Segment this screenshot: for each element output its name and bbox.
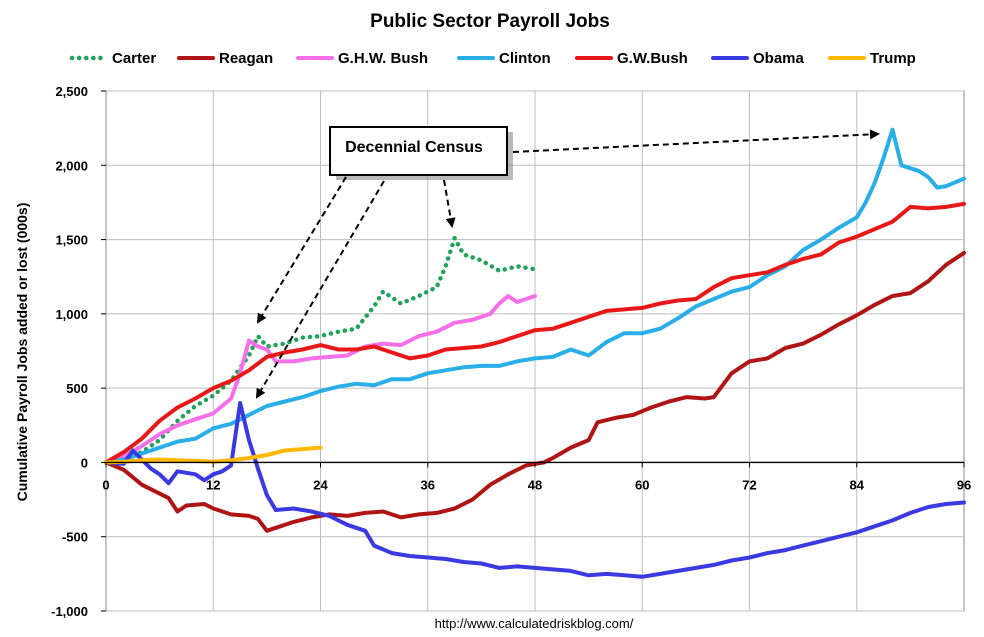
y-axis-label: Cumulative Payroll Jobs added or lost (0…: [14, 203, 30, 502]
x-tick-label: 96: [957, 477, 971, 492]
x-tick-label: 72: [742, 477, 756, 492]
legend-item-reagan: Reagan: [177, 50, 273, 67]
x-axis-ticks: 0 12 24 36 48 60 72 84 96: [102, 462, 971, 492]
census-annotation: Decennial Census: [255, 126, 880, 399]
chart-title: Public Sector Payroll Jobs: [370, 11, 610, 32]
legend-item-g-w-bush: G.W.Bush: [575, 50, 688, 67]
legend-item-g-h-w-bush: G.H.W. Bush: [296, 50, 428, 67]
series-lines: [103, 127, 966, 579]
legend-item-clinton: Clinton: [457, 50, 551, 67]
series-line-clinton: [104, 127, 966, 465]
y-tick-label: -500: [62, 530, 88, 545]
y-tick-label: 1,500: [55, 233, 88, 248]
annotation-arrow-carter: [443, 179, 456, 228]
series-line-g-h-w-bush: [104, 294, 537, 465]
x-tick-label: 12: [206, 477, 220, 492]
x-tick-label: 48: [528, 477, 542, 492]
x-tick-label: 84: [850, 477, 865, 492]
annotation-arrow-ghw-bush: [256, 176, 347, 324]
y-tick-label: 500: [66, 381, 88, 396]
y-tick-label: 0: [81, 455, 88, 470]
annotation-box: [329, 126, 508, 176]
annotation-text: Decennial Census: [345, 139, 483, 156]
series-line-carter: [103, 235, 538, 465]
legend-label-g-w-bush: G.W.Bush: [617, 50, 688, 67]
plot-area: [103, 90, 966, 612]
y-tick-label: 2,000: [55, 158, 88, 173]
y-axis-ticks: -1,000 -500 0 500 1,000 1,500 2,000 2,500: [51, 84, 106, 619]
x-tick-label: 24: [313, 477, 328, 492]
legend-label-trump: Trump: [870, 50, 916, 67]
source-url: http://www.calculatedriskblog.com/: [435, 616, 634, 631]
series-line-reagan: [104, 250, 966, 533]
y-tick-label: 2,500: [55, 84, 88, 99]
series-line-trump: [104, 445, 323, 465]
series-line-g-w-bush: [104, 201, 966, 465]
x-tick-label: 36: [421, 477, 435, 492]
legend-label-carter: Carter: [112, 50, 156, 67]
legend-item-trump: Trump: [828, 50, 916, 67]
legend-item-obama: Obama: [711, 50, 805, 67]
annotation-arrow-clinton: [512, 129, 880, 153]
chart-legend: Carter Reagan G.H.W. Bush Clinton G.W.Bush Ob…: [69, 50, 916, 67]
legend-label-g-h-w-bush: G.H.W. Bush: [338, 50, 428, 67]
legend-label-clinton: Clinton: [499, 50, 551, 67]
legend-label-obama: Obama: [753, 50, 805, 67]
legend-label-reagan: Reagan: [219, 50, 273, 67]
annotation-arrow-obama: [255, 180, 385, 399]
y-tick-label: 1,000: [55, 307, 88, 322]
legend-item-carter: Carter: [69, 50, 156, 67]
series-line-obama: [104, 401, 966, 579]
y-tick-label: -1,000: [51, 604, 88, 619]
x-tick-label: 0: [102, 477, 109, 492]
x-tick-label: 60: [635, 477, 649, 492]
